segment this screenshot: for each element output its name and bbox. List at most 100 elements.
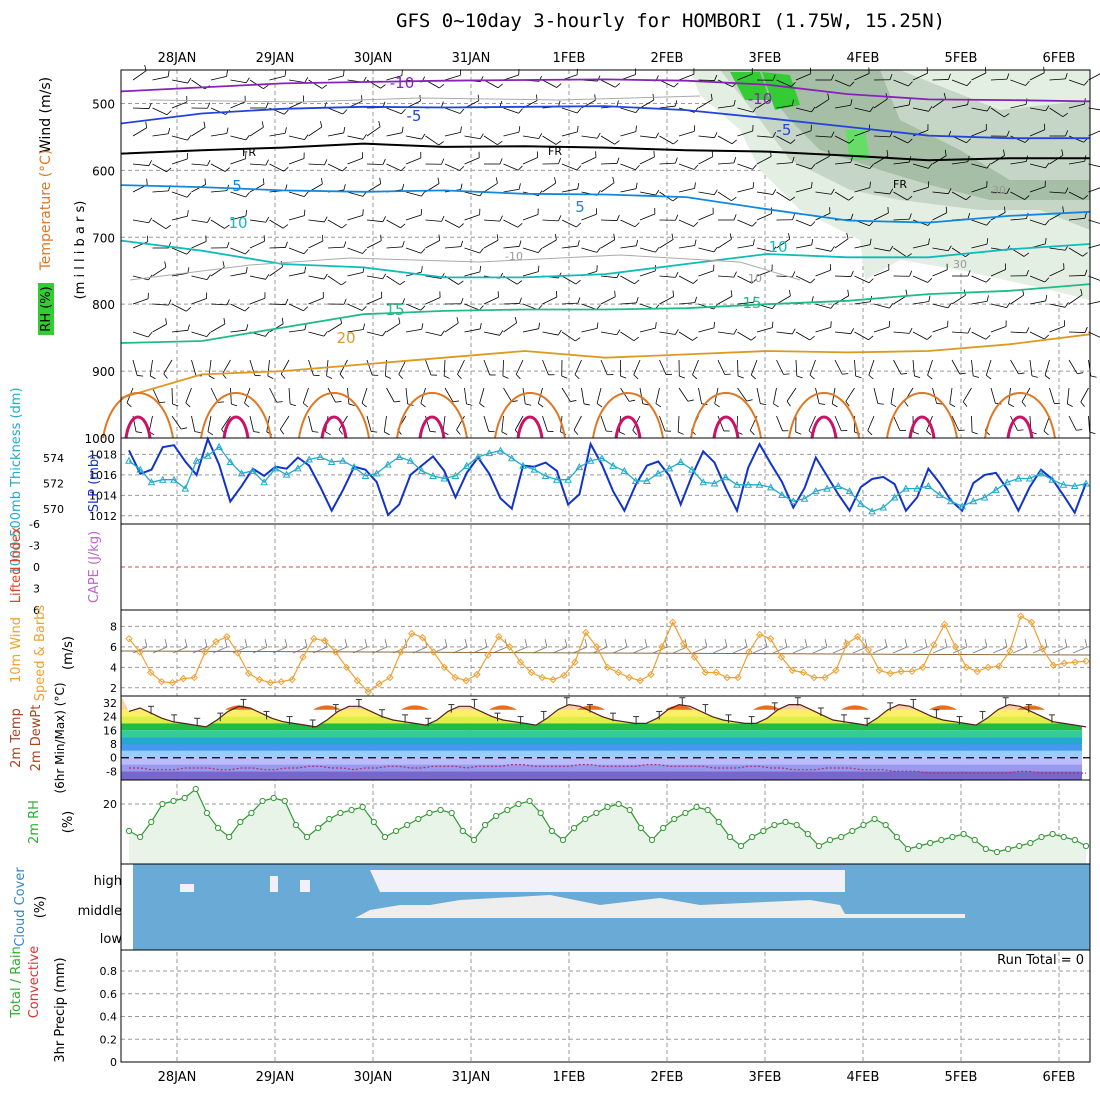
wind-barb	[1029, 331, 1045, 340]
wind-barb	[698, 191, 715, 196]
thickness-point	[688, 465, 696, 473]
wind-barb-flag	[614, 140, 620, 145]
wind-barb	[230, 215, 247, 221]
wind-barb	[795, 244, 812, 249]
wind10m-barb-flag	[924, 638, 928, 648]
wind-barb-flag	[479, 248, 484, 254]
wind-barb	[152, 133, 169, 137]
thickness-point	[913, 484, 921, 492]
wind10m-barb	[212, 646, 228, 654]
wind10m-speed-point	[647, 670, 655, 679]
wind-barb-flag	[769, 93, 771, 100]
wind-barb	[1080, 387, 1089, 403]
wind-barb	[327, 107, 343, 115]
wind-barb	[483, 415, 490, 432]
wind-barb	[834, 191, 849, 201]
wind-barb-flag	[614, 82, 620, 88]
cloud-cover-panel	[133, 864, 1090, 950]
wind-barb	[561, 302, 578, 305]
wind10m-barb-flag	[1024, 638, 1028, 648]
date-label-top: 1FEB	[553, 51, 586, 66]
wind-barb	[171, 101, 187, 109]
wind-barb-flag	[733, 214, 737, 221]
wind-barb-flag	[890, 403, 897, 408]
wind-barb	[171, 79, 188, 84]
rh-point	[682, 809, 689, 817]
wind10m-speed-point	[875, 666, 884, 675]
wind-barb-flag	[244, 402, 250, 408]
wind-barb	[932, 191, 949, 195]
isotherm-label: -10	[748, 90, 773, 108]
wind-barb	[542, 239, 557, 249]
thickness-point	[924, 482, 933, 490]
wind-barb	[288, 303, 304, 312]
wind-barb-flag	[928, 106, 933, 112]
wind-barb-flag	[495, 177, 498, 184]
wind-barb	[873, 191, 890, 195]
wind-barb-flag	[945, 206, 948, 213]
wind-barb	[600, 79, 616, 88]
wind-barb-flag	[773, 403, 779, 408]
wind-barb	[561, 131, 578, 137]
wind-barb-flag	[401, 69, 403, 76]
thickness-point	[271, 464, 280, 472]
wind-barb	[288, 158, 305, 165]
wind-barb	[405, 214, 422, 221]
thickness-point	[429, 471, 437, 479]
wind-barb-flag	[303, 306, 309, 312]
wind-barb	[776, 162, 793, 165]
wind-barb	[347, 272, 364, 277]
thickness-point	[980, 493, 989, 501]
wind10m-speed-point	[864, 646, 873, 654]
rh-point	[993, 848, 1001, 856]
wind-barb	[132, 331, 149, 338]
wind-barb	[1088, 130, 1100, 137]
wind-barb	[834, 331, 851, 335]
wind-barb-flag	[573, 429, 579, 435]
wind-barb-flag	[382, 273, 387, 279]
temperature-peak	[401, 705, 429, 710]
pressure-tick-label: 1000	[84, 432, 115, 446]
wind-barb	[269, 387, 278, 403]
cloud-high-patch	[270, 876, 278, 892]
wind-barb	[750, 359, 758, 376]
wind-tick-label: 4	[110, 661, 117, 674]
precip-tick-label: 0.6	[100, 988, 118, 1001]
wind10m-speed-point	[919, 663, 927, 672]
wind-barb-flag	[830, 188, 835, 195]
wind-barb	[425, 135, 439, 146]
wind-barb	[405, 135, 422, 140]
panel-frame	[120, 949, 1091, 1063]
thickness-point	[643, 476, 651, 484]
wind-barb-flag	[1006, 302, 1011, 308]
wind-barb	[425, 359, 432, 376]
wind10m-speed-point	[1049, 661, 1058, 669]
wind-barb	[717, 135, 733, 145]
wind10m-barb	[692, 646, 708, 654]
wind-barb	[269, 247, 286, 249]
wind-barb	[717, 191, 732, 202]
wind-barb	[522, 387, 526, 404]
wind-barb-flag	[577, 182, 580, 190]
wind-barb	[639, 247, 656, 253]
wind-barb	[230, 329, 247, 333]
wind-barb	[269, 303, 286, 305]
rh-shade-green-2	[762, 72, 800, 110]
wind-barb-flag	[335, 401, 342, 403]
wind10m-speed-point	[756, 630, 764, 639]
wind-barb	[834, 79, 850, 87]
wind10m-speed-point	[723, 673, 731, 682]
wind-barb	[717, 238, 732, 249]
wind-barb	[951, 247, 966, 258]
temperature-band	[121, 730, 1082, 738]
wind-barb-flag	[284, 127, 287, 134]
wind-barb	[456, 415, 465, 431]
wind-barb	[327, 75, 344, 81]
rh-point	[359, 803, 366, 811]
wind10m-speed-point	[897, 667, 905, 676]
wind-barb	[210, 76, 227, 81]
wind-barb	[737, 275, 752, 284]
wind10m-barb	[192, 646, 208, 654]
wind-tick-label: 6	[110, 641, 117, 654]
wind-barb	[1029, 107, 1046, 112]
